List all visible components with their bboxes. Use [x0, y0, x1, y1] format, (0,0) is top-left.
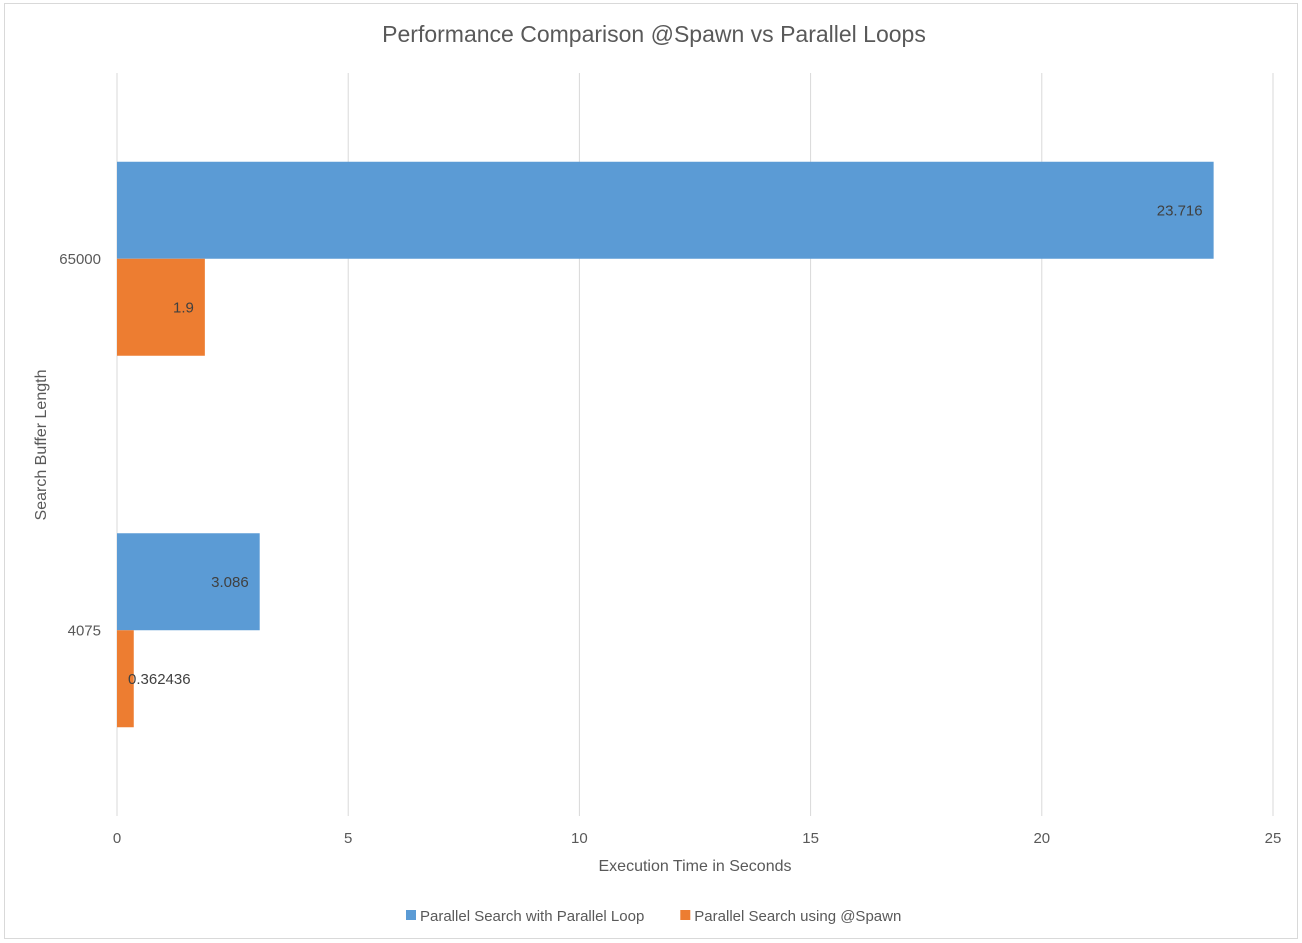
bar — [117, 258, 205, 356]
data-label: 1.9 — [173, 299, 194, 316]
bar — [117, 161, 1214, 259]
legend-swatch — [680, 910, 691, 920]
legend: Parallel Search with Parallel Loop Parall… — [406, 908, 901, 925]
chart-frame — [4, 3, 1298, 939]
data-label: 23.716 — [1157, 202, 1203, 219]
legend-label: Parallel Search with Parallel Loop — [420, 908, 644, 925]
legend-label: Parallel Search using @Spawn — [694, 908, 901, 925]
x-axis-title: Execution Time in Seconds — [599, 858, 792, 875]
x-axis-ticks: 0 5 10 15 20 25 — [113, 830, 1282, 847]
data-label: 3.086 — [211, 574, 249, 591]
data-label: 0.362436 — [128, 671, 191, 688]
bar — [117, 630, 134, 728]
x-tick-label: 20 — [1033, 830, 1050, 847]
x-tick-label: 0 — [113, 830, 121, 847]
x-tick-label: 15 — [802, 830, 819, 847]
legend-swatch — [406, 910, 416, 920]
chart-title: Performance Comparison @Spawn vs Paralle… — [382, 21, 926, 47]
y-tick-label: 4075 — [68, 622, 101, 639]
y-axis-title: Search Buffer Length — [33, 370, 50, 521]
y-axis-ticks: 65000 4075 — [59, 251, 101, 640]
bars — [117, 161, 1214, 728]
x-tick-label: 25 — [1265, 830, 1282, 847]
data-labels: 23.716 1.9 3.086 0.362436 — [128, 202, 1203, 688]
x-tick-label: 10 — [571, 830, 588, 847]
y-tick-label: 65000 — [59, 251, 101, 268]
bar — [117, 533, 260, 631]
x-tick-label: 5 — [344, 830, 352, 847]
